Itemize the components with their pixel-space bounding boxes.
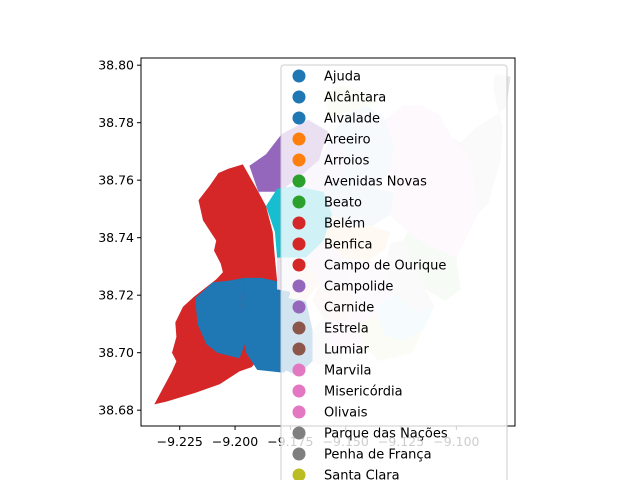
legend-marker — [292, 384, 306, 398]
legend: Ajuda Alcântara Alvalade Areeiro Arroios Aven… — [280, 64, 508, 480]
legend-marker — [292, 426, 306, 440]
x-tick-label: −9.225 — [157, 434, 203, 449]
legend-entry-label: Alvalade — [324, 112, 380, 127]
legend-marker — [292, 447, 306, 461]
legend-entry-label: Areeiro — [324, 133, 371, 148]
legend-marker — [292, 90, 306, 104]
y-tick-label: 38.70 — [98, 345, 134, 360]
legend-marker — [292, 468, 306, 480]
legend-marker — [292, 216, 306, 230]
x-tick-label: −9.200 — [212, 434, 258, 449]
legend-marker — [292, 69, 306, 83]
y-tick-label: 38.76 — [98, 173, 134, 188]
legend-entry-label: Avenidas Novas — [324, 175, 427, 190]
legend-box — [280, 64, 508, 480]
y-tick-label: 38.72 — [98, 288, 134, 303]
legend-marker — [292, 279, 306, 293]
legend-entry-label: Parque das Nações — [324, 427, 448, 442]
legend-entry-label: Beato — [324, 196, 362, 211]
legend-marker — [292, 195, 306, 209]
legend-marker — [292, 405, 306, 419]
legend-entry-label: Ajuda — [324, 70, 361, 85]
legend-marker — [292, 174, 306, 188]
legend-entry-label: Benfica — [324, 238, 372, 253]
legend-entry-label: Santa Clara — [324, 469, 400, 480]
legend-marker — [292, 153, 306, 167]
y-tick-label: 38.68 — [98, 403, 134, 418]
legend-entry-label: Olivais — [324, 406, 368, 421]
legend-marker — [292, 237, 306, 251]
legend-entry-label: Lumiar — [324, 343, 369, 358]
legend-entry-label: Campo de Ourique — [324, 259, 446, 274]
y-tick-label: 38.80 — [98, 58, 134, 73]
legend-marker — [292, 132, 306, 146]
legend-entry-label: Campolide — [324, 280, 393, 295]
legend-marker — [292, 300, 306, 314]
y-tick-label: 38.74 — [98, 230, 134, 245]
legend-entry-label: Arroios — [324, 154, 370, 169]
legend-entry-label: Marvila — [324, 364, 371, 379]
legend-marker — [292, 363, 306, 377]
legend-entry-label: Alcântara — [324, 91, 386, 106]
legend-marker — [292, 342, 306, 356]
legend-entry-label: Estrela — [324, 322, 369, 337]
legend-entry-label: Misericórdia — [324, 385, 403, 400]
legend-entry-label: Penha de França — [324, 448, 432, 463]
legend-marker — [292, 321, 306, 335]
y-tick-label: 38.78 — [98, 115, 134, 130]
legend-entry-label: Belém — [324, 217, 365, 232]
y-axis-ticks: 38.68 38.70 38.72 38.74 38.76 38.78 38.80 — [98, 58, 141, 418]
region-blue-ajuda — [195, 277, 247, 359]
legend-entry-label: Carnide — [324, 301, 374, 316]
legend-marker — [292, 111, 306, 125]
legend-marker — [292, 258, 306, 272]
